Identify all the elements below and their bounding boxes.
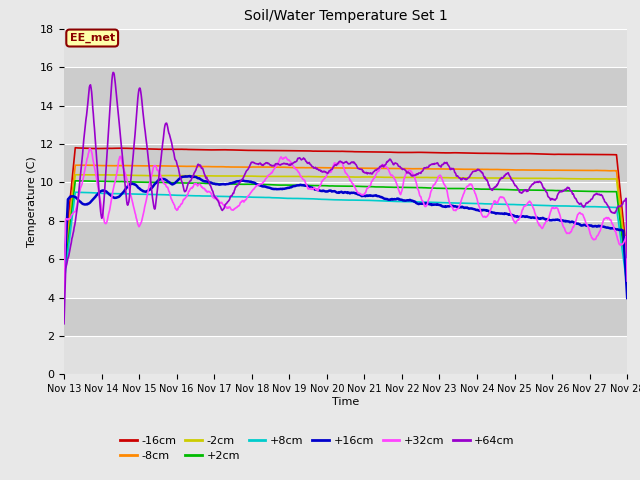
-16cm bbox=[447, 150, 455, 156]
+64cm bbox=[500, 174, 508, 180]
+64cm bbox=[623, 255, 631, 261]
Bar bbox=[64, 182, 627, 221]
+2cm bbox=[289, 182, 296, 188]
-2cm bbox=[510, 175, 518, 181]
+2cm bbox=[447, 186, 455, 192]
-16cm bbox=[308, 148, 316, 154]
-8cm bbox=[60, 267, 68, 273]
Bar bbox=[64, 67, 627, 106]
-16cm bbox=[623, 256, 631, 262]
+16cm bbox=[60, 279, 68, 285]
+8cm bbox=[500, 202, 508, 207]
+64cm bbox=[118, 150, 126, 156]
Line: -16cm: -16cm bbox=[64, 148, 627, 261]
+32cm bbox=[623, 278, 631, 284]
+16cm bbox=[500, 211, 508, 216]
+32cm bbox=[60, 295, 68, 300]
Line: +2cm: +2cm bbox=[64, 181, 627, 278]
+32cm bbox=[500, 195, 508, 201]
+8cm bbox=[447, 200, 455, 206]
-8cm bbox=[500, 167, 508, 172]
-2cm bbox=[76, 172, 84, 178]
+64cm bbox=[60, 321, 68, 326]
+2cm bbox=[500, 187, 508, 192]
+32cm bbox=[118, 160, 126, 166]
-8cm bbox=[308, 165, 316, 170]
Line: -2cm: -2cm bbox=[64, 175, 627, 275]
Y-axis label: Temperature (C): Temperature (C) bbox=[28, 156, 37, 247]
-2cm bbox=[60, 272, 68, 277]
+8cm bbox=[308, 196, 316, 202]
-8cm bbox=[118, 163, 126, 168]
+2cm bbox=[77, 178, 84, 184]
+16cm bbox=[308, 185, 316, 191]
-16cm bbox=[510, 151, 518, 156]
+8cm bbox=[72, 190, 79, 195]
+2cm bbox=[60, 275, 68, 280]
+16cm bbox=[118, 191, 125, 197]
-8cm bbox=[510, 167, 518, 173]
+32cm bbox=[447, 203, 455, 209]
+2cm bbox=[308, 182, 316, 188]
Line: +16cm: +16cm bbox=[64, 176, 627, 298]
-8cm bbox=[289, 165, 296, 170]
+8cm bbox=[510, 202, 518, 207]
-2cm bbox=[623, 269, 631, 275]
+64cm bbox=[447, 166, 455, 171]
Bar bbox=[64, 221, 627, 259]
Line: +8cm: +8cm bbox=[64, 192, 627, 287]
-8cm bbox=[76, 162, 84, 168]
-8cm bbox=[623, 265, 631, 271]
+64cm bbox=[510, 180, 518, 186]
-16cm bbox=[118, 145, 126, 151]
+8cm bbox=[60, 280, 68, 286]
-2cm bbox=[289, 174, 296, 180]
+8cm bbox=[118, 191, 126, 197]
Line: +32cm: +32cm bbox=[64, 148, 627, 298]
+8cm bbox=[289, 195, 296, 201]
-8cm bbox=[447, 166, 455, 172]
+8cm bbox=[623, 284, 631, 290]
Bar bbox=[64, 298, 627, 336]
Bar bbox=[64, 336, 627, 374]
Bar bbox=[64, 29, 627, 67]
+16cm bbox=[510, 213, 518, 218]
-2cm bbox=[500, 175, 508, 181]
+32cm bbox=[510, 218, 518, 224]
Legend: -16cm, -8cm, -2cm, +2cm, +8cm, +16cm, +32cm, +64cm: -16cm, -8cm, -2cm, +2cm, +8cm, +16cm, +3… bbox=[116, 431, 519, 466]
Line: -8cm: -8cm bbox=[64, 165, 627, 270]
+64cm bbox=[289, 161, 296, 167]
-16cm bbox=[72, 145, 79, 151]
-16cm bbox=[500, 151, 508, 156]
+2cm bbox=[623, 276, 631, 281]
-2cm bbox=[308, 174, 316, 180]
+32cm bbox=[86, 145, 94, 151]
Text: EE_met: EE_met bbox=[70, 33, 115, 43]
+16cm bbox=[289, 184, 296, 190]
Bar bbox=[64, 259, 627, 298]
-2cm bbox=[447, 175, 455, 180]
+2cm bbox=[118, 179, 126, 184]
+64cm bbox=[308, 164, 316, 169]
+16cm bbox=[623, 295, 631, 301]
+32cm bbox=[308, 186, 316, 192]
Bar bbox=[64, 144, 627, 182]
Line: +64cm: +64cm bbox=[64, 72, 627, 324]
+16cm bbox=[186, 173, 193, 179]
+2cm bbox=[510, 187, 518, 193]
Bar bbox=[64, 106, 627, 144]
X-axis label: Time: Time bbox=[332, 397, 359, 407]
+32cm bbox=[289, 162, 296, 168]
+16cm bbox=[447, 203, 455, 209]
Title: Soil/Water Temperature Set 1: Soil/Water Temperature Set 1 bbox=[244, 10, 447, 24]
-16cm bbox=[289, 148, 296, 154]
+64cm bbox=[109, 70, 117, 75]
-16cm bbox=[60, 258, 68, 264]
-2cm bbox=[118, 172, 126, 178]
